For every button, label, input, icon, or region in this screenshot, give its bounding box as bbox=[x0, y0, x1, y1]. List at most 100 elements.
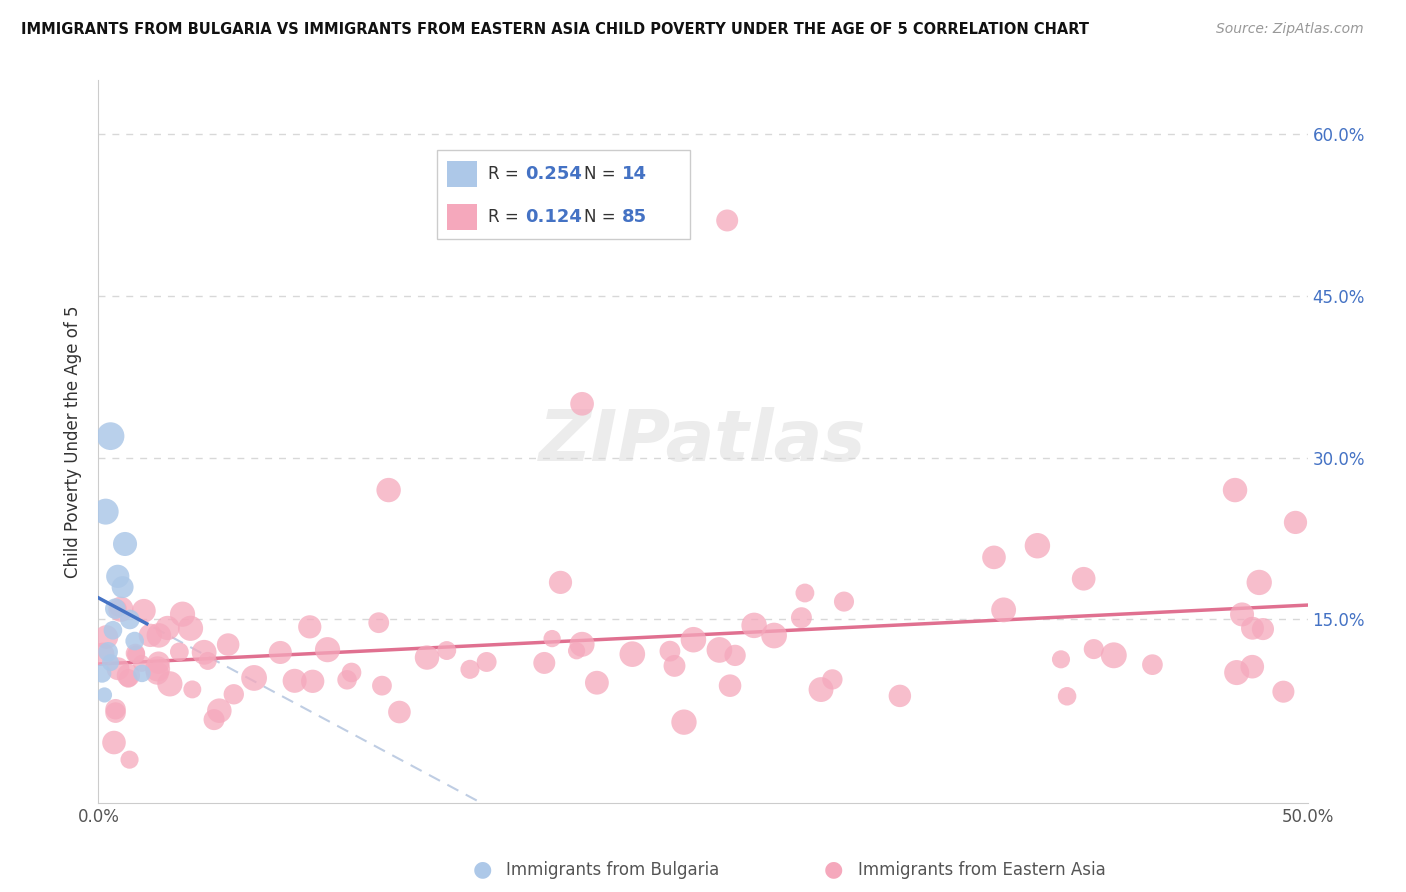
Point bbox=[763, 628, 786, 642]
Point bbox=[586, 675, 609, 690]
Point bbox=[682, 632, 704, 647]
Point bbox=[124, 646, 146, 660]
Point bbox=[169, 645, 191, 659]
Point bbox=[111, 580, 134, 594]
Text: Source: ZipAtlas.com: Source: ZipAtlas.com bbox=[1216, 22, 1364, 37]
Point bbox=[533, 656, 555, 670]
Point bbox=[1102, 648, 1125, 663]
Point bbox=[1226, 665, 1249, 680]
Point bbox=[340, 665, 363, 680]
Point bbox=[371, 679, 394, 693]
Text: Immigrants from Bulgaria: Immigrants from Bulgaria bbox=[506, 861, 720, 879]
Point bbox=[1083, 642, 1105, 657]
Point bbox=[104, 601, 127, 615]
Point bbox=[832, 594, 855, 608]
Point bbox=[91, 647, 114, 661]
Point bbox=[96, 630, 118, 644]
Point bbox=[790, 610, 813, 624]
Point bbox=[672, 715, 695, 730]
Point bbox=[377, 483, 399, 497]
Point bbox=[217, 638, 239, 652]
Point bbox=[336, 673, 359, 687]
Point bbox=[1223, 483, 1246, 497]
Point bbox=[1073, 572, 1095, 586]
Point bbox=[100, 656, 122, 670]
Point bbox=[101, 624, 124, 638]
Point bbox=[1056, 690, 1078, 704]
Text: ●: ● bbox=[472, 860, 492, 880]
Point bbox=[1241, 659, 1264, 673]
Point bbox=[388, 705, 411, 719]
Point bbox=[131, 666, 153, 681]
Text: N =: N = bbox=[583, 208, 620, 226]
Point bbox=[132, 604, 155, 618]
Point bbox=[1142, 657, 1164, 672]
Point bbox=[107, 601, 129, 615]
Point bbox=[1241, 621, 1264, 635]
Point bbox=[159, 677, 181, 691]
Bar bbox=[447, 161, 478, 187]
Point bbox=[269, 645, 291, 659]
Point bbox=[107, 569, 129, 583]
Point bbox=[1230, 607, 1253, 622]
Point bbox=[810, 682, 832, 697]
Point bbox=[131, 657, 153, 671]
Point bbox=[475, 655, 498, 669]
Point bbox=[104, 706, 127, 720]
Point bbox=[993, 603, 1015, 617]
Text: N =: N = bbox=[583, 165, 620, 183]
Point bbox=[565, 644, 588, 658]
Point bbox=[146, 662, 169, 676]
Point bbox=[298, 620, 321, 634]
Text: ZIPatlas: ZIPatlas bbox=[540, 407, 866, 476]
Point bbox=[124, 634, 146, 648]
Point bbox=[148, 628, 170, 642]
Point bbox=[1272, 684, 1295, 698]
Point bbox=[716, 213, 738, 227]
Point bbox=[821, 673, 844, 687]
Point bbox=[208, 704, 231, 718]
Point bbox=[193, 645, 215, 659]
Point bbox=[718, 679, 741, 693]
Point bbox=[709, 643, 731, 657]
Point bbox=[416, 650, 439, 665]
Point bbox=[103, 735, 125, 749]
Point bbox=[107, 662, 129, 676]
Point bbox=[1050, 652, 1073, 666]
Point bbox=[1251, 622, 1274, 636]
Point bbox=[571, 397, 593, 411]
Point bbox=[621, 647, 644, 661]
Point bbox=[181, 682, 204, 697]
Point bbox=[1026, 539, 1049, 553]
Point bbox=[139, 628, 162, 642]
Point bbox=[114, 537, 136, 551]
Point bbox=[110, 602, 132, 616]
Point bbox=[93, 688, 115, 702]
Point bbox=[1249, 575, 1271, 590]
Point bbox=[742, 618, 765, 632]
Point bbox=[301, 674, 323, 689]
Point bbox=[571, 637, 593, 651]
Point bbox=[117, 668, 139, 682]
Point bbox=[658, 644, 681, 658]
Text: 85: 85 bbox=[621, 208, 647, 226]
Text: R =: R = bbox=[488, 208, 523, 226]
Point bbox=[148, 656, 170, 670]
Point bbox=[118, 612, 141, 626]
Point bbox=[125, 648, 148, 662]
Point bbox=[793, 586, 815, 600]
Point bbox=[202, 713, 225, 727]
Point bbox=[94, 505, 117, 519]
Text: IMMIGRANTS FROM BULGARIA VS IMMIGRANTS FROM EASTERN ASIA CHILD POVERTY UNDER THE: IMMIGRANTS FROM BULGARIA VS IMMIGRANTS F… bbox=[21, 22, 1090, 37]
Point bbox=[1284, 516, 1306, 530]
Point bbox=[91, 666, 114, 681]
Point bbox=[316, 642, 339, 657]
Point bbox=[367, 615, 389, 630]
Text: ●: ● bbox=[824, 860, 844, 880]
Point bbox=[97, 645, 120, 659]
Text: R =: R = bbox=[488, 165, 523, 183]
Point bbox=[889, 689, 911, 703]
Point bbox=[983, 550, 1005, 565]
Point bbox=[458, 662, 481, 676]
Text: 14: 14 bbox=[621, 165, 647, 183]
